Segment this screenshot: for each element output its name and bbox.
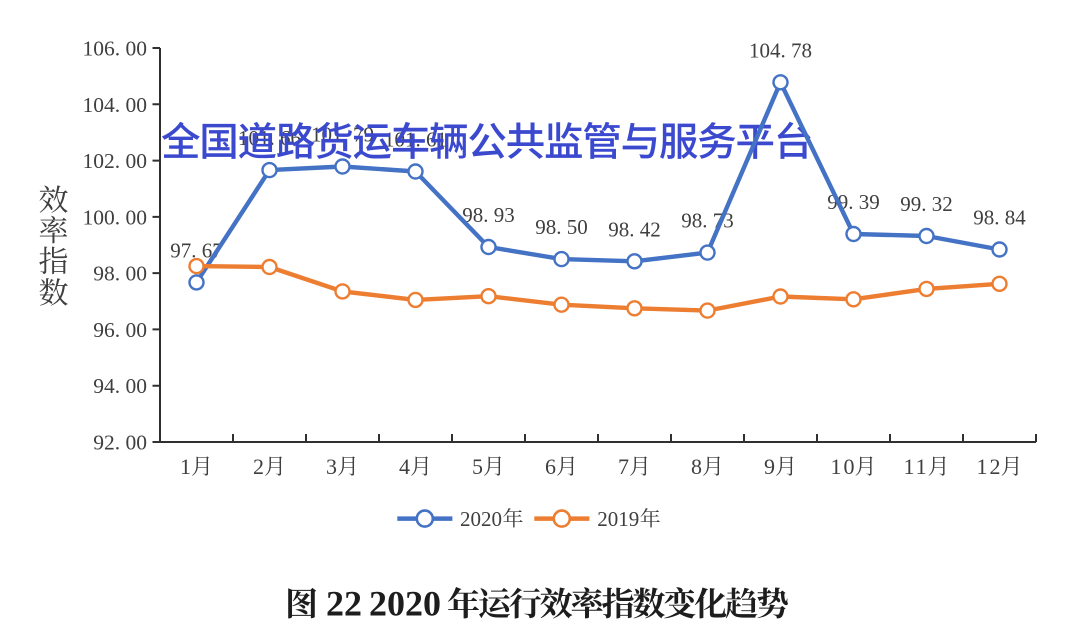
svg-text:2020: 2020 — [369, 584, 441, 624]
svg-text:12: 12 — [977, 454, 1003, 479]
svg-text:98. 93: 98. 93 — [462, 203, 515, 227]
svg-text:2019: 2019 — [597, 507, 639, 531]
svg-text:2: 2 — [253, 454, 266, 479]
svg-text:2020: 2020 — [460, 507, 502, 531]
svg-text:104. 78: 104. 78 — [749, 38, 812, 62]
svg-text:3: 3 — [326, 454, 339, 479]
svg-text:104. 00: 104. 00 — [83, 93, 148, 117]
svg-text:11: 11 — [904, 454, 929, 479]
svg-text:7: 7 — [618, 454, 631, 479]
svg-text:98. 50: 98. 50 — [535, 215, 588, 239]
svg-text:102. 00: 102. 00 — [83, 149, 148, 173]
svg-text:6: 6 — [545, 454, 558, 479]
svg-text:8: 8 — [691, 454, 704, 479]
svg-text:106. 00: 106. 00 — [83, 37, 148, 61]
svg-text:9: 9 — [764, 454, 777, 479]
svg-text:99. 32: 99. 32 — [900, 192, 953, 216]
svg-text:100. 00: 100. 00 — [83, 205, 148, 229]
svg-text:92. 00: 92. 00 — [93, 431, 147, 455]
svg-text:1: 1 — [180, 454, 193, 479]
svg-text:98. 84: 98. 84 — [973, 206, 1026, 230]
svg-text:98. 42: 98. 42 — [608, 217, 661, 241]
svg-text:4: 4 — [399, 454, 412, 479]
svg-text:98. 00: 98. 00 — [93, 262, 147, 286]
svg-text:96. 00: 96. 00 — [93, 318, 147, 342]
svg-text:94. 00: 94. 00 — [93, 374, 147, 398]
svg-text:5: 5 — [472, 454, 485, 479]
svg-text:10: 10 — [831, 454, 857, 479]
svg-text:22: 22 — [326, 584, 362, 624]
